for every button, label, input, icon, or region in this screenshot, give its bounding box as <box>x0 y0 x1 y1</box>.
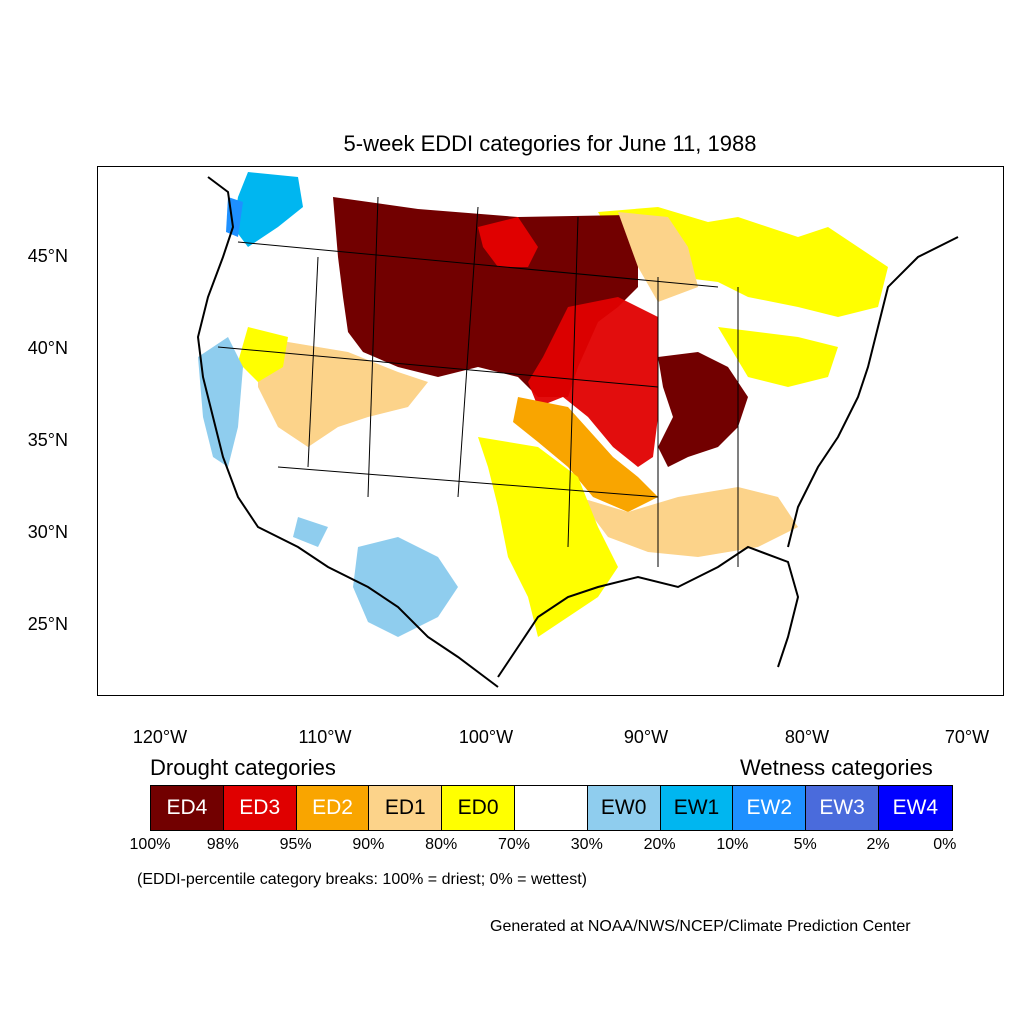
legend-break-label: 95% <box>279 836 312 853</box>
legend-cell-ed3: ED3 <box>223 786 297 830</box>
legend-color-bar: ED4 ED3 ED2 ED1 ED0 EW0 EW1 EW2 EW3 EW4 <box>150 785 953 831</box>
legend-break-label: 10% <box>716 836 749 853</box>
legend-break-label: 98% <box>206 836 239 853</box>
legend-cell-ed0: ED0 <box>442 786 515 830</box>
legend-cell-neutral <box>514 786 588 830</box>
map-title: 5-week EDDI categories for June 11, 1988 <box>343 131 757 156</box>
legend-cell-ew1: EW1 <box>660 786 734 830</box>
lat-tick-35: 35°N <box>27 430 68 450</box>
ed0-northeast <box>718 327 838 387</box>
great-lakes-ed4 <box>658 352 748 467</box>
legend-note: (EDDI-percentile category breaks: 100% =… <box>137 871 587 888</box>
credit-text: Generated at NOAA/NWS/NCEP/Climate Predi… <box>490 918 911 935</box>
legend-cell-ew2: EW2 <box>733 786 807 830</box>
ed0-west <box>238 327 288 382</box>
lat-tick-25: 25°N <box>27 614 68 634</box>
legend-cell-ed2: ED2 <box>296 786 370 830</box>
lon-tick-80: 80°W <box>784 727 830 747</box>
lat-tick-40: 40°N <box>27 338 68 358</box>
state-boundaries <box>217 196 739 567</box>
legend-cell-ew0: EW0 <box>587 786 661 830</box>
lon-tick-90: 90°W <box>623 727 669 747</box>
ed1-west <box>258 337 428 447</box>
legend-break-label: 0% <box>933 836 957 853</box>
legend-cell-ew3: EW3 <box>806 786 879 830</box>
legend-break-label: 70% <box>497 836 531 853</box>
legend-break-label: 30% <box>570 836 603 853</box>
ew1-washington <box>233 172 303 247</box>
legend-cell-ed4: ED4 <box>151 786 224 830</box>
coastline <box>196 176 800 688</box>
drought-heading: Drought categories <box>150 755 336 780</box>
midwest-ed3 <box>528 297 658 467</box>
lon-tick-110: 110°W <box>298 727 352 747</box>
legend-break-label: 5% <box>793 836 817 853</box>
eddi-map <box>97 166 1004 696</box>
legend-cell-ew4: EW4 <box>878 786 952 830</box>
ed3-west-plains <box>478 217 538 267</box>
legend-break-label: 2% <box>866 836 890 853</box>
ed0-gulf <box>478 437 618 637</box>
lon-tick-70: 70°W <box>944 727 990 747</box>
ew-pacific-northwest <box>198 337 243 467</box>
legend-break-label: 80% <box>425 836 458 853</box>
ew0-southwest <box>353 537 458 637</box>
wetness-heading: Wetness categories <box>740 755 933 780</box>
legend-cell-ed1: ED1 <box>369 786 443 830</box>
east-coastline <box>787 236 959 548</box>
legend-break-label: 20% <box>643 836 676 853</box>
lat-tick-45: 45°N <box>27 246 68 266</box>
legend-break-label: 100% <box>129 836 171 853</box>
lon-tick-100: 100°W <box>458 727 514 747</box>
lon-tick-120: 120°W <box>132 727 188 747</box>
lat-tick-30: 30°N <box>27 522 68 542</box>
legend-break-label: 90% <box>352 836 385 853</box>
ed1-north <box>618 212 698 302</box>
map-canvas <box>196 172 959 688</box>
ed1-southeast <box>578 487 798 557</box>
ed2-region <box>513 397 658 512</box>
ew0-mexico <box>293 517 328 547</box>
